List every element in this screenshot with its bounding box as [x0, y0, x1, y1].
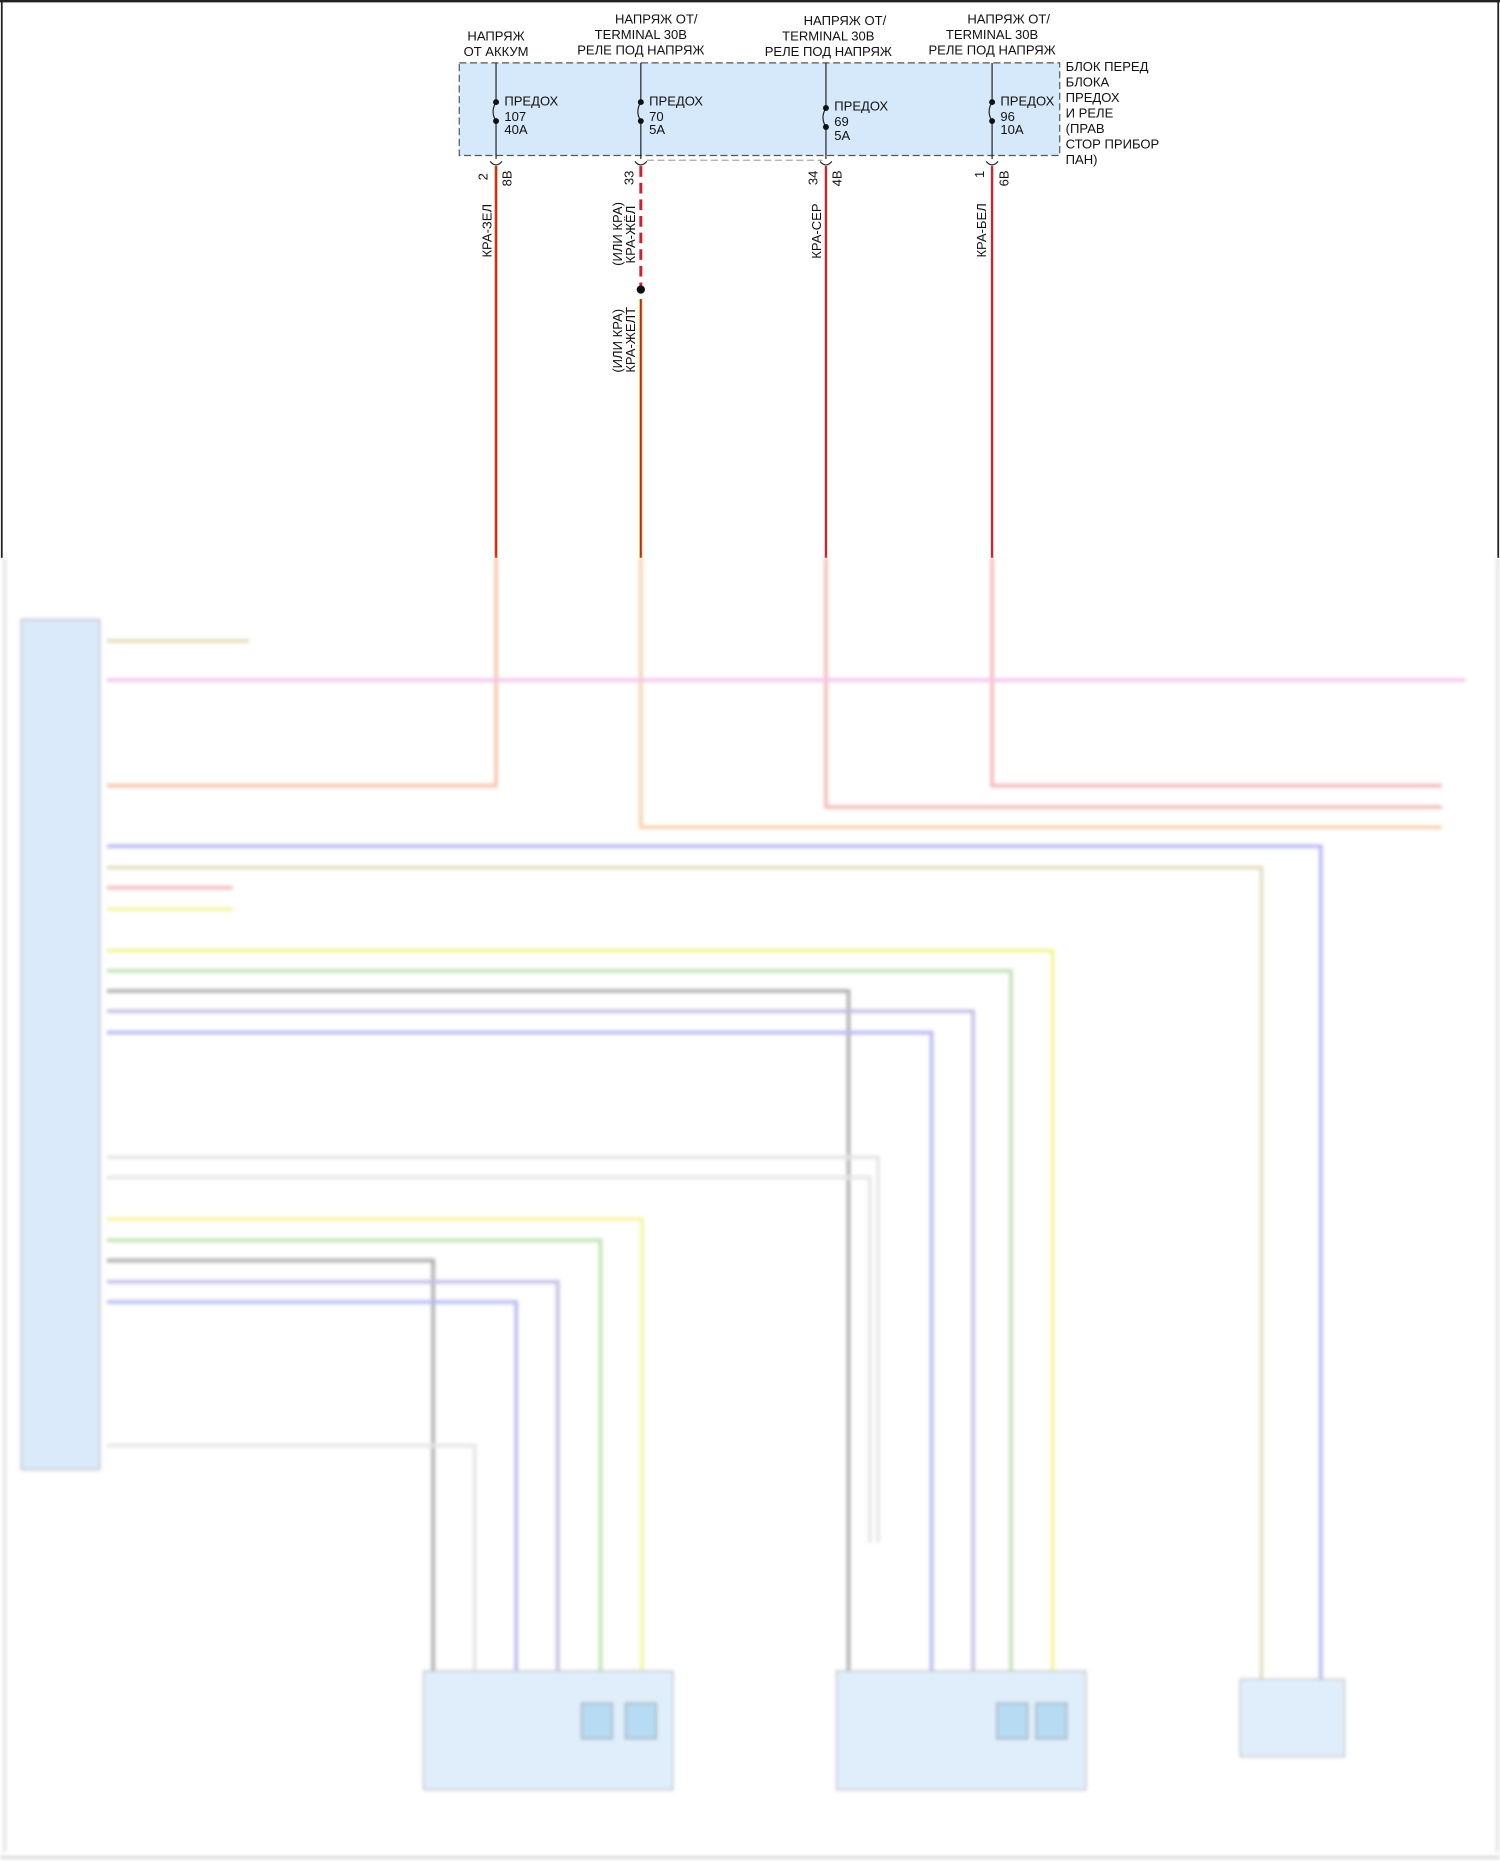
connector-chevron-icon [489, 161, 503, 166]
fuse-block-label-line: (ПРАВ [1066, 121, 1105, 136]
source-label: НАПРЯЖ ОТ/ [967, 12, 1050, 27]
fuse-block-label-line: БЛОК ПЕРЕД [1066, 59, 1149, 74]
fuse-107: ПРЕДОХ 107 40A [492, 62, 559, 160]
fuse-70: ПРЕДОХ 70 5A [637, 62, 703, 160]
source-label: TERMINAL 30B [946, 27, 1039, 42]
fuse-number: 70 [649, 109, 664, 124]
pin-labels: 2 8B 33 34 4B 1 6B [476, 170, 1012, 186]
connector-chevron-icon [819, 161, 833, 166]
fuse-terminal [493, 118, 500, 125]
fuse-terminal [989, 118, 996, 125]
wire-color-alt-label: (ИЛИ КРА) [610, 202, 625, 266]
fuse-number: 107 [504, 109, 526, 124]
connector-id: 4B [829, 170, 844, 186]
connector-chevrons [489, 161, 999, 166]
wire-color-alt-label: (ИЛИ КРА) [610, 309, 625, 373]
lower-section-blurred [0, 557, 1500, 1859]
source-label: TERMINAL 30B [782, 28, 875, 43]
pin-number: 34 [806, 171, 821, 186]
splice-dot [636, 285, 645, 294]
fuse-number: 96 [1000, 109, 1015, 124]
wire-kra-zel: КРА-ЗЕЛ [479, 166, 498, 558]
wire-kra-bel: КРА-БЕЛ [974, 166, 994, 558]
component-3 [1239, 1678, 1346, 1758]
fuse-69: ПРЕДОХ 69 5A [822, 62, 888, 160]
wire-color-label: КРА-БЕЛ [974, 203, 989, 257]
wire-kra-ser: КРА-СЕР [809, 166, 828, 558]
source-label: НАПРЯЖ [467, 28, 524, 43]
wire-kra-zhel: КРА-ЖЁЛ (ИЛИ КРА) КРА-ЖЕЛТ (ИЛИ КРА) [610, 166, 645, 558]
fuse-block-label-line: И РЕЛЕ [1066, 105, 1114, 120]
source-label: TERMINAL 30B [595, 27, 688, 42]
source-label: РЕЛЕ ПОД НАПРЯЖ [928, 43, 1055, 58]
source-labels: НАПРЯЖ ОТ АККУМ НАПРЯЖ ОТ/ TERMINAL 30B … [464, 12, 1056, 59]
fuse-block-label-line: БЛОКА [1066, 75, 1110, 90]
source-label: РЕЛЕ ПОД НАПРЯЖ [577, 43, 704, 58]
fuse-block [458, 62, 1061, 157]
fuse-label: ПРЕДОХ [834, 98, 888, 113]
fuse-rating: 5A [649, 122, 665, 137]
fuse-label: ПРЕДОХ [504, 94, 558, 109]
source-label: ОТ АККУМ [464, 44, 529, 59]
module-connector [20, 618, 101, 1470]
fuse-rating: 5A [834, 128, 850, 143]
fuse-rating: 40A [504, 122, 528, 137]
fuse-terminal [822, 105, 829, 111]
source-label: НАПРЯЖ ОТ/ [615, 12, 698, 27]
connector-id: 8B [499, 170, 514, 186]
source-label: НАПРЯЖ ОТ/ [804, 13, 887, 28]
fuse-block-label-line: СТОР ПРИБОР [1066, 136, 1160, 151]
pin-number: 1 [972, 171, 987, 178]
fuse-terminal [493, 99, 500, 106]
wire-color-label: КРА-СЕР [809, 203, 824, 259]
fuse-rating: 10A [1000, 122, 1024, 137]
fuse-label: ПРЕДОХ [1000, 94, 1054, 109]
fuse-block-label-line: ПАН) [1066, 152, 1098, 167]
fuse-96: ПРЕДОХ 96 10A [988, 62, 1055, 160]
fuse-terminal [637, 118, 644, 125]
connector-chevron-icon [634, 161, 648, 166]
fuse-block-label: БЛОК ПЕРЕД БЛОКА ПРЕДОХ И РЕЛЕ (ПРАВ СТО… [1066, 59, 1160, 167]
fuse-label: ПРЕДОХ [649, 94, 703, 109]
fuse-number: 69 [834, 114, 849, 129]
fuse-block-label-line: ПРЕДОХ [1066, 90, 1120, 105]
pin-number: 33 [622, 171, 637, 186]
fuse-terminal [989, 99, 996, 106]
wire-color-label: КРА-ЗЕЛ [479, 204, 494, 258]
wire-color-label: КРА-ЖЁЛ [623, 206, 638, 264]
source-label: РЕЛЕ ПОД НАПРЯЖ [765, 44, 892, 59]
fuse-terminal [637, 99, 644, 106]
wire-color-label: КРА-ЖЕЛТ [623, 307, 638, 373]
connector-id: 6B [997, 170, 1012, 186]
pin-number: 2 [476, 173, 491, 180]
fuse-terminal [822, 124, 829, 130]
connector-chevron-icon [985, 161, 999, 166]
